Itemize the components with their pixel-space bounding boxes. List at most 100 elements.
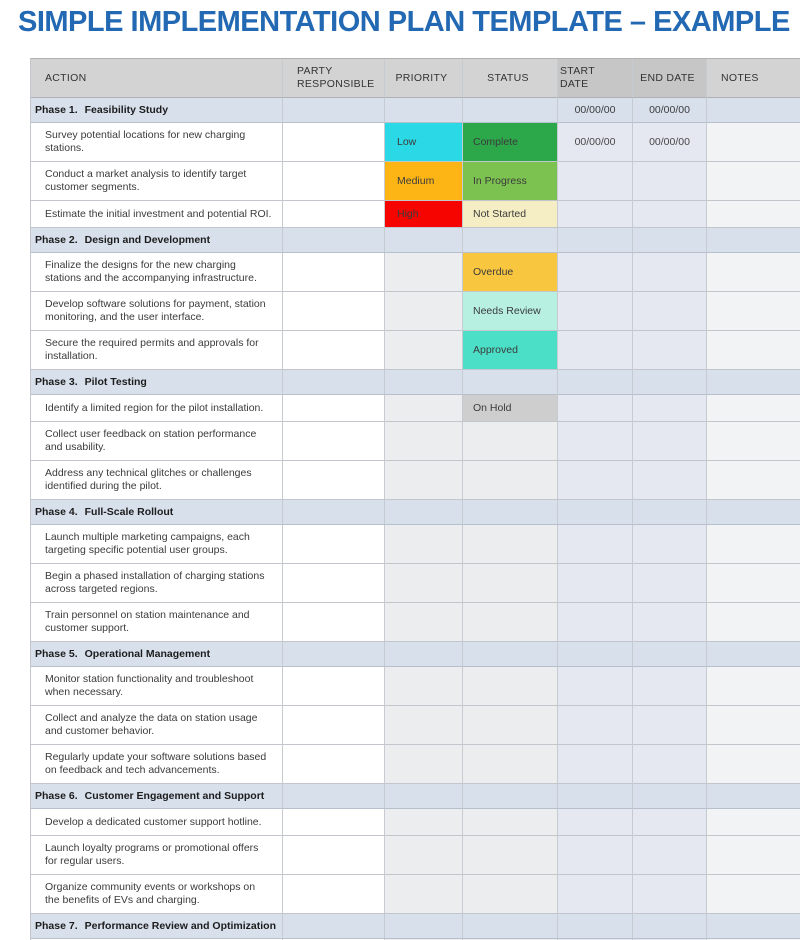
party-cell [283, 162, 385, 201]
priority-cell [385, 784, 463, 809]
priority-cell [385, 642, 463, 667]
status-cell [463, 784, 558, 809]
priority-cell [385, 667, 463, 706]
party-cell [283, 292, 385, 331]
task-action-cell: Launch loyalty programs or promotional o… [31, 836, 283, 875]
end-date-cell [633, 914, 707, 939]
status-cell [463, 706, 558, 745]
party-cell [283, 500, 385, 525]
task-action-cell: Secure the required permits and approval… [31, 331, 283, 370]
status-cell [463, 642, 558, 667]
start-date-cell [558, 461, 633, 500]
notes-cell [707, 253, 800, 292]
priority-cell [385, 914, 463, 939]
phase-row-7: Phase 7. Performance Review and Optimizat… [31, 914, 800, 939]
phase-name: Customer Engagement and Support [84, 789, 265, 802]
notes-cell [707, 422, 800, 461]
party-cell [283, 228, 385, 253]
party-cell [283, 809, 385, 836]
status-cell [463, 603, 558, 642]
end-date-cell [633, 525, 707, 564]
phase-label: Phase 4. [35, 505, 78, 518]
end-date-cell [633, 564, 707, 603]
notes-cell [707, 809, 800, 836]
phase-row-3: Phase 3. Pilot Testing [31, 370, 800, 395]
notes-cell [707, 500, 800, 525]
start-date-cell [558, 500, 633, 525]
start-date-cell [558, 642, 633, 667]
status-cell [463, 422, 558, 461]
notes-cell [707, 745, 800, 784]
start-date-cell [558, 706, 633, 745]
task-row: Organize community events or workshops o… [31, 875, 800, 914]
notes-cell [707, 461, 800, 500]
phase-name: Feasibility Study [84, 103, 169, 116]
column-header-status: STATUS [463, 59, 558, 98]
phase-title-cell: Phase 7. Performance Review and Optimizat… [31, 914, 283, 939]
task-row: Identify a limited region for the pilot … [31, 395, 800, 422]
priority-cell [385, 370, 463, 395]
status-cell [463, 809, 558, 836]
end-date-cell [633, 667, 707, 706]
priority-cell [385, 292, 463, 331]
priority-cell [385, 809, 463, 836]
priority-cell [385, 564, 463, 603]
party-cell [283, 525, 385, 564]
priority-badge: Low [385, 123, 463, 162]
task-row: Develop software solutions for payment, … [31, 292, 800, 331]
party-cell [283, 706, 385, 745]
end-date-cell: 00/00/00 [633, 123, 707, 162]
end-date-cell [633, 228, 707, 253]
task-row: Monitor station functionality and troubl… [31, 667, 800, 706]
task-row: Launch loyalty programs or promotional o… [31, 836, 800, 875]
end-date-cell [633, 500, 707, 525]
phase-row-6: Phase 6. Customer Engagement and Support [31, 784, 800, 809]
start-date-cell [558, 836, 633, 875]
task-row: Finalize the designs for the new chargin… [31, 253, 800, 292]
phase-row-1: Phase 1. Feasibility Study 00/00/00 00/00/0… [31, 98, 800, 123]
phase-row-2: Phase 2. Design and Development [31, 228, 800, 253]
task-action-cell: Monitor station functionality and troubl… [31, 667, 283, 706]
priority-cell [385, 875, 463, 914]
status-badge: On Hold [463, 395, 558, 422]
priority-cell [385, 461, 463, 500]
end-date-cell [633, 395, 707, 422]
task-action-cell: Collect user feedback on station perform… [31, 422, 283, 461]
status-cell [463, 914, 558, 939]
task-action-cell: Train personnel on station maintenance a… [31, 603, 283, 642]
start-date-cell [558, 667, 633, 706]
task-row: Collect and analyze the data on station … [31, 706, 800, 745]
priority-cell [385, 422, 463, 461]
status-cell [463, 461, 558, 500]
phase-label: Phase 7. [35, 919, 78, 932]
priority-badge: High [385, 201, 463, 228]
phase-name: Design and Development [84, 233, 211, 246]
task-action-cell: Survey potential locations for new charg… [31, 123, 283, 162]
priority-badge: Medium [385, 162, 463, 201]
page-title: SIMPLE IMPLEMENTATION PLAN TEMPLATE – EX… [18, 6, 790, 38]
task-action-cell: Collect and analyze the data on station … [31, 706, 283, 745]
start-date-cell [558, 809, 633, 836]
end-date-cell [633, 836, 707, 875]
status-cell [463, 500, 558, 525]
table-header-row: ACTION PARTY RESPONSIBLE PRIORITY STATUS STA… [31, 59, 800, 98]
party-cell [283, 370, 385, 395]
status-cell [463, 667, 558, 706]
party-cell [283, 123, 385, 162]
party-cell [283, 253, 385, 292]
priority-cell [385, 395, 463, 422]
status-cell [463, 228, 558, 253]
status-badge: Complete [463, 123, 558, 162]
party-cell [283, 667, 385, 706]
priority-cell [385, 331, 463, 370]
phase-name: Performance Review and Optimization [84, 919, 277, 932]
start-date-cell [558, 745, 633, 784]
start-date-cell [558, 253, 633, 292]
party-cell [283, 201, 385, 228]
task-action-cell: Conduct a market analysis to identify ta… [31, 162, 283, 201]
column-header-end: END DATE [633, 59, 707, 98]
start-date-cell: 00/00/00 [558, 123, 633, 162]
status-badge: Not Started [463, 201, 558, 228]
end-date-cell [633, 745, 707, 784]
